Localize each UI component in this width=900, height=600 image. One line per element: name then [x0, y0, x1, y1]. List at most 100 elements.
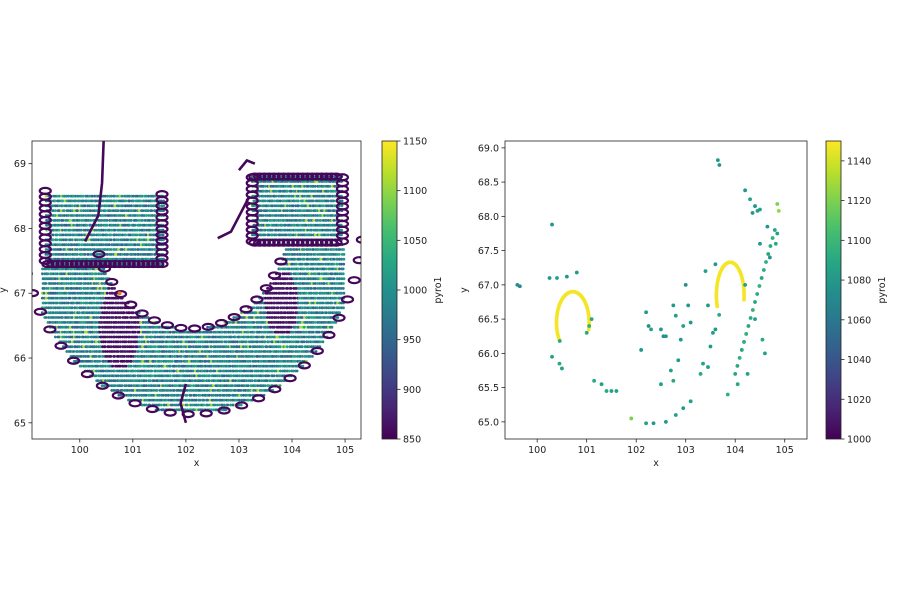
data-point [263, 184, 267, 188]
data-point [284, 359, 287, 363]
data-point [326, 204, 330, 208]
data-point [213, 379, 217, 383]
data-point [87, 219, 90, 222]
data-point [312, 325, 316, 329]
data-point [102, 199, 106, 203]
data-point [310, 194, 314, 198]
data-point [224, 330, 228, 334]
data-point [135, 219, 139, 222]
data-point [137, 355, 141, 358]
data-point [83, 325, 87, 329]
data-point [301, 287, 305, 290]
data-point [89, 306, 93, 310]
data-point [51, 204, 55, 208]
data-point [87, 355, 90, 358]
data-point [287, 364, 291, 368]
data-point [107, 214, 111, 217]
data-point [258, 194, 261, 198]
data-point [74, 199, 78, 203]
data-point [46, 277, 50, 281]
data-point [209, 345, 213, 349]
data-point [202, 403, 206, 407]
data-point [117, 243, 121, 247]
data-point [209, 369, 213, 373]
data-point [146, 238, 150, 242]
data-point [76, 214, 79, 217]
data-point [336, 257, 339, 261]
data-point [278, 374, 282, 378]
data-point [111, 364, 115, 368]
data-point [156, 398, 159, 402]
data-point [106, 355, 109, 358]
data-point [122, 209, 126, 213]
data-point [197, 364, 201, 368]
data-point [314, 325, 318, 329]
data-point [113, 238, 116, 242]
data-point [250, 350, 254, 353]
data-point [118, 345, 122, 349]
data-point [335, 248, 338, 251]
data-point [74, 291, 77, 295]
data-point [273, 364, 276, 368]
data-point [68, 228, 72, 232]
data-point [58, 194, 61, 198]
data-point [67, 214, 70, 217]
data-point [232, 369, 236, 373]
data-point [115, 316, 118, 319]
data-point [104, 379, 107, 383]
data-point [198, 398, 202, 402]
data-point [288, 253, 291, 256]
data-point [126, 355, 130, 358]
data-point [51, 238, 55, 242]
data-point [230, 355, 234, 358]
data-point [284, 321, 288, 324]
data-point [238, 340, 242, 344]
data-point [169, 355, 172, 358]
data-point [68, 253, 72, 256]
data-point [297, 325, 300, 329]
data-point [46, 253, 50, 256]
data-point [108, 374, 111, 378]
data-point [63, 321, 67, 324]
data-point [170, 345, 174, 349]
data-point [267, 340, 271, 344]
data-point [310, 272, 314, 276]
data-point [217, 374, 221, 378]
data-point [313, 184, 317, 188]
data-point [55, 233, 59, 237]
data-point [188, 374, 191, 378]
data-point [150, 209, 154, 213]
data-point [308, 282, 312, 285]
data-point [329, 180, 332, 183]
data-point [65, 238, 68, 242]
data-point [107, 369, 111, 373]
data-point [271, 214, 275, 217]
data-point [148, 330, 152, 334]
data-point [315, 311, 319, 315]
data-point [228, 359, 232, 363]
data-point [146, 340, 150, 344]
data-point [288, 214, 291, 217]
data-point [81, 321, 85, 324]
data-point [133, 253, 137, 256]
data-point [288, 194, 291, 198]
data-point [264, 355, 268, 358]
data-point [256, 359, 260, 363]
data-point [111, 223, 115, 227]
data-point [234, 379, 238, 383]
data-point [340, 233, 343, 237]
data-point [326, 257, 330, 261]
data-point [72, 287, 76, 290]
data-point [252, 233, 256, 237]
data-point [282, 287, 285, 290]
data-point [53, 335, 57, 339]
data-point [57, 335, 61, 339]
data-point [304, 291, 308, 295]
data-point [278, 359, 282, 363]
data-point [94, 374, 98, 378]
data-point [263, 194, 267, 198]
data-point [91, 330, 94, 334]
data-point [293, 325, 297, 329]
data-point [252, 321, 256, 324]
data-point [318, 184, 321, 188]
